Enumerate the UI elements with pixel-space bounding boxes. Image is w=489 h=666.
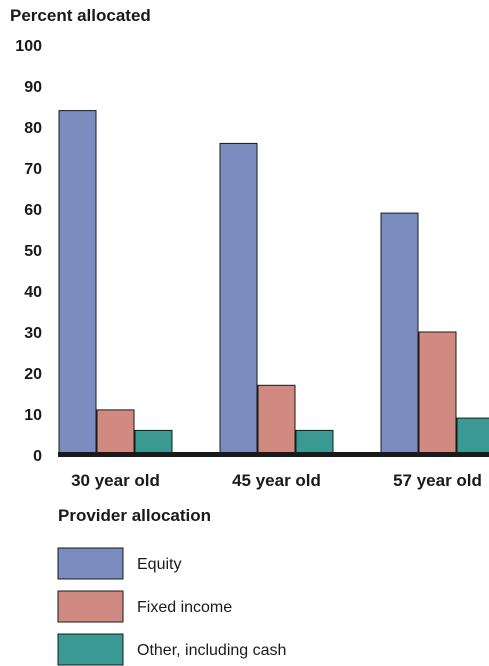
x-tick-label: 57 year old	[393, 471, 482, 490]
legend-label: Equity	[137, 556, 181, 573]
y-tick-label: 90	[24, 79, 42, 96]
legend: Equity Fixed income Other, including cash	[57, 547, 286, 666]
y-tick-label: 100	[15, 38, 42, 55]
bar	[96, 409, 135, 456]
bar	[134, 429, 173, 456]
y-axis-ticks: 0 10 20 30 40 50 60 70 80 90 100	[15, 38, 42, 465]
legend-title: Provider allocation	[58, 506, 211, 525]
bar	[58, 110, 97, 456]
y-tick-label: 30	[24, 325, 42, 342]
x-axis-labels: 30 year old 45 year old 57 year old	[71, 471, 482, 490]
y-tick-label: 40	[24, 284, 42, 301]
legend-swatch	[57, 590, 124, 623]
bar	[380, 212, 419, 456]
bar	[257, 384, 296, 456]
y-tick-label: 20	[24, 366, 42, 383]
bars-group	[58, 110, 489, 456]
x-tick-label: 45 year old	[232, 471, 321, 490]
y-tick-label: 50	[24, 243, 42, 260]
y-axis-title: Percent allocated	[10, 6, 151, 25]
y-tick-label: 80	[24, 120, 42, 137]
bar	[219, 142, 258, 456]
bar	[295, 429, 334, 456]
x-tick-label: 30 year old	[71, 471, 160, 490]
bar	[418, 331, 457, 456]
y-tick-label: 60	[24, 202, 42, 219]
y-tick-label: 0	[33, 448, 42, 465]
bar	[456, 417, 489, 456]
x-axis-baseline	[58, 452, 489, 457]
legend-swatch	[57, 547, 124, 580]
legend-swatch	[57, 633, 124, 666]
legend-label: Other, including cash	[137, 642, 286, 659]
y-tick-label: 70	[24, 161, 42, 178]
legend-label: Fixed income	[137, 599, 232, 616]
y-tick-label: 10	[24, 407, 42, 424]
